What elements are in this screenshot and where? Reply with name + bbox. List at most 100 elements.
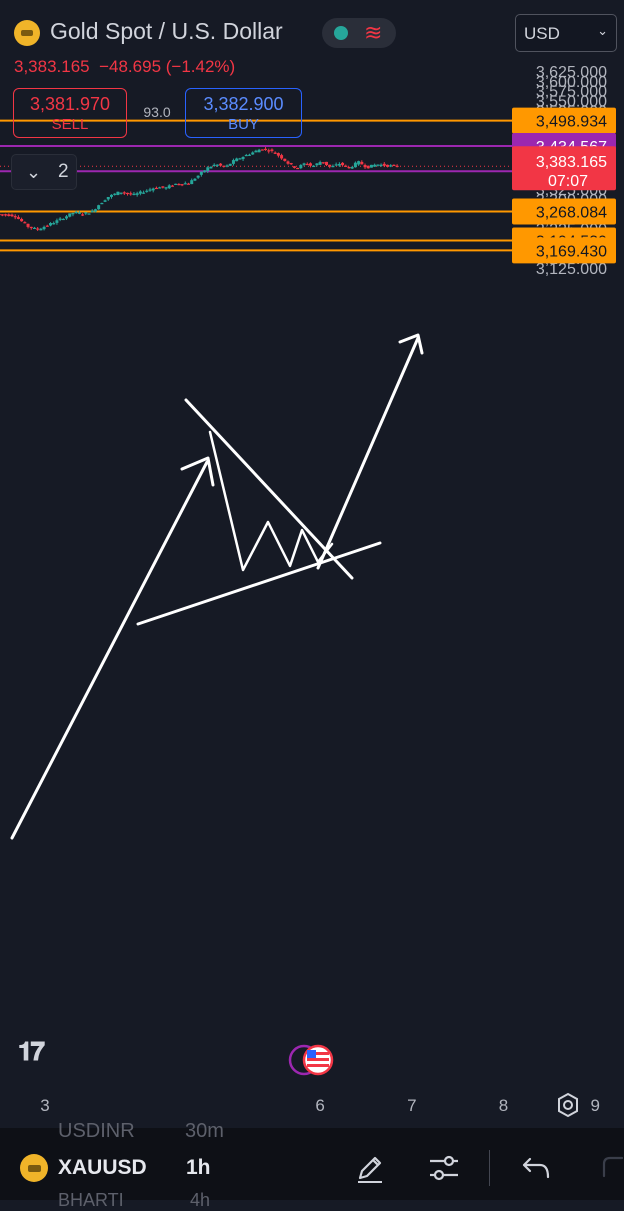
us-flag-icon[interactable] <box>288 1044 334 1076</box>
candle-body <box>353 162 357 168</box>
candle-body <box>273 152 277 154</box>
candle-body <box>257 149 261 153</box>
spread-value: 93.0 <box>143 104 171 120</box>
candle-body <box>347 166 351 169</box>
undo-icon[interactable] <box>518 1150 554 1186</box>
sliders-icon[interactable] <box>426 1150 462 1186</box>
candle-body <box>7 214 11 217</box>
candle-body <box>10 214 14 217</box>
sell-label: SELL <box>51 116 89 133</box>
candle-body <box>0 214 4 216</box>
settings-icon[interactable] <box>555 1092 581 1118</box>
chevron-down-icon: ⌄ <box>26 162 42 182</box>
symbol-button[interactable]: XAUUSD <box>58 1156 147 1179</box>
sell-button[interactable]: 3,381.970 SELL <box>13 88 127 138</box>
candle-body <box>379 164 383 166</box>
pencil-icon[interactable] <box>352 1150 388 1186</box>
interval-button[interactable]: 1h <box>186 1156 211 1179</box>
candle-body <box>392 164 396 167</box>
candle-body <box>318 162 322 165</box>
candle-body <box>225 165 229 167</box>
candle-body <box>305 163 309 166</box>
time-tick-label: 7 <box>407 1096 416 1115</box>
candle-body <box>299 165 303 169</box>
candle-body <box>228 163 232 166</box>
buy-label: BUY <box>228 116 259 133</box>
fullscreen-icon[interactable] <box>596 1150 624 1186</box>
candle-body <box>222 165 226 167</box>
ghost-watchlist-symbol-2: BHARTI <box>58 1190 124 1210</box>
candle-body <box>32 227 36 230</box>
level-tag-label: 3,169.430 <box>536 243 607 260</box>
candle-body <box>363 165 367 168</box>
ghost-watchlist-interval-2: 4h <box>190 1190 211 1210</box>
bottom-toolbar <box>0 1128 624 1200</box>
symbol-title[interactable]: Gold Spot / U.S. Dollar <box>50 18 283 44</box>
level-tag <box>512 107 616 134</box>
candle-body <box>385 164 389 167</box>
time-axis-ticks: 367891 <box>40 1096 600 1115</box>
market-status[interactable]: ≋ <box>322 18 396 48</box>
candle-body <box>116 191 120 196</box>
candle-body <box>270 149 274 151</box>
candle-body <box>174 183 178 185</box>
candle-body <box>126 192 130 195</box>
ghost-watchlist-interval: 30m <box>185 1120 224 1142</box>
candle-body <box>87 213 91 215</box>
candle-body <box>177 183 181 186</box>
candle-body <box>109 194 113 197</box>
candle-body <box>238 158 242 160</box>
candle-body <box>45 225 49 227</box>
candle-body <box>71 212 75 215</box>
candle-body <box>341 162 345 166</box>
candle-body <box>244 154 248 157</box>
triangle-lower-line <box>136 541 382 626</box>
indicator-toggle-button[interactable]: ⌄ 2 <box>11 154 77 190</box>
candle-body <box>42 226 46 230</box>
currency-value: USD <box>524 24 560 43</box>
currency-select[interactable]: USD ⌄ <box>515 14 617 52</box>
gold-logo-icon <box>14 20 40 46</box>
buy-button[interactable]: 3,382.900 BUY <box>185 88 302 138</box>
time-tick-label: 6 <box>315 1096 324 1115</box>
candle-body <box>247 154 251 156</box>
candle-body <box>206 167 210 172</box>
candle-body <box>36 228 40 230</box>
candle-body <box>97 205 101 210</box>
candle-body <box>251 152 255 155</box>
candle-body <box>119 192 123 194</box>
candle-body <box>360 161 364 165</box>
candle-body <box>77 212 81 214</box>
candle-body <box>283 158 287 161</box>
candle-body <box>132 193 136 195</box>
candle-body <box>215 164 219 166</box>
candle-body <box>138 191 142 194</box>
time-tick-label: 8 <box>499 1096 508 1115</box>
price-change-line: 3,383.165 −48.695 (−1.42%) <box>14 57 235 77</box>
candle-body <box>135 193 139 195</box>
candle-body <box>93 209 97 212</box>
candle-body <box>382 163 386 166</box>
candle-body <box>395 165 399 167</box>
candle-body <box>26 223 30 227</box>
candle-body <box>209 166 213 169</box>
candle-body <box>187 183 191 185</box>
last-price: 3,383.165 <box>14 57 90 76</box>
candle-body <box>260 149 264 151</box>
market-status-icon <box>334 26 348 40</box>
candle-body <box>106 196 110 200</box>
candles <box>0 146 399 231</box>
candle-body <box>180 184 184 186</box>
triangle-upper-line <box>184 398 354 580</box>
candle-body <box>235 158 239 162</box>
candle-body <box>357 161 361 165</box>
wave-zigzag <box>208 430 334 572</box>
candle-body <box>65 216 69 219</box>
candle-body <box>164 187 168 189</box>
price-chart[interactable]: 3,625.0003,600.0003,575.0003,550.0003,52… <box>0 0 624 1130</box>
level-tag <box>512 237 616 264</box>
candle-body <box>167 185 171 189</box>
candle-body <box>308 163 312 166</box>
candle-body <box>148 189 152 191</box>
candle-body <box>369 164 373 168</box>
